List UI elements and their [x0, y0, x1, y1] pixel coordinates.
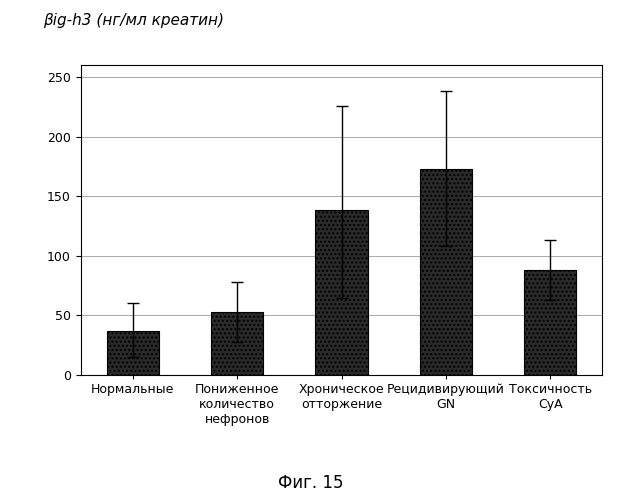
- Bar: [420, 168, 472, 375]
- Bar: [211, 312, 263, 375]
- Text: Фиг. 15: Фиг. 15: [278, 474, 343, 492]
- Bar: [315, 210, 368, 375]
- Text: βig-h3 (нг/мл креатин): βig-h3 (нг/мл креатин): [43, 12, 224, 28]
- Bar: [107, 331, 159, 375]
- Bar: [524, 270, 576, 375]
